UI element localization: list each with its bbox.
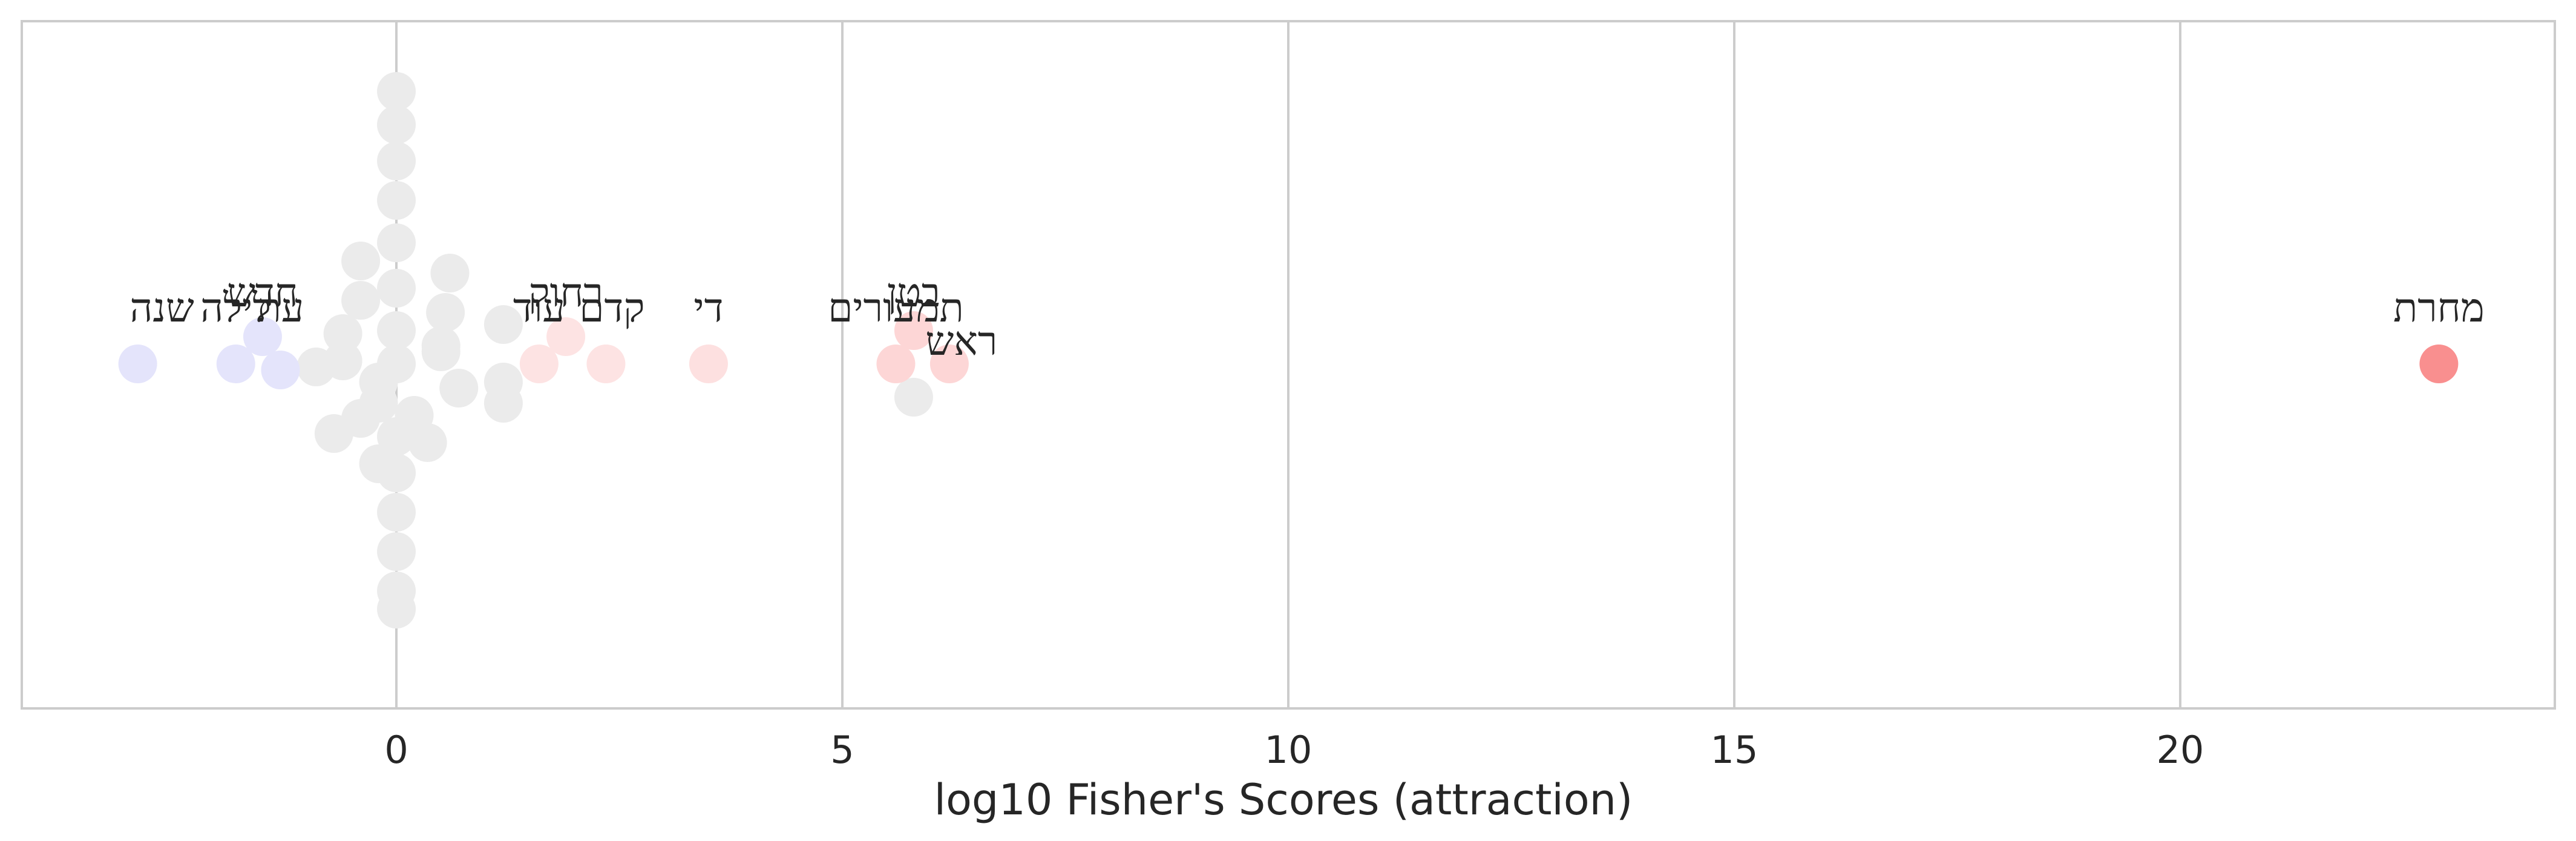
point-label: ראש bbox=[926, 318, 998, 364]
data-point bbox=[377, 493, 416, 532]
data-point bbox=[377, 181, 416, 220]
x-tick-label: 0 bbox=[384, 728, 408, 772]
data-point-7 bbox=[519, 345, 559, 383]
data-point bbox=[377, 590, 416, 628]
data-point-5 bbox=[689, 345, 728, 383]
data-point bbox=[483, 384, 523, 423]
point-label: חדש bbox=[227, 269, 298, 316]
data-point bbox=[377, 105, 416, 144]
data-point bbox=[323, 341, 362, 380]
data-point-1 bbox=[2419, 345, 2459, 383]
point-label: לילה bbox=[200, 285, 271, 331]
data-point bbox=[377, 269, 416, 308]
x-axis-title: log10 Fisher's Scores (attraction) bbox=[934, 775, 1633, 825]
x-tick-label: 5 bbox=[830, 728, 854, 772]
data-point bbox=[426, 293, 465, 332]
data-point bbox=[377, 223, 416, 262]
data-points bbox=[118, 72, 2459, 628]
data-point bbox=[377, 311, 416, 350]
data-point-4 bbox=[929, 345, 969, 383]
point-label: קדם bbox=[579, 285, 644, 331]
data-point-10 bbox=[216, 345, 255, 383]
data-point bbox=[341, 399, 381, 438]
data-point bbox=[430, 254, 470, 292]
x-tick-label: 10 bbox=[1265, 728, 1313, 772]
point-label: בטן bbox=[887, 269, 941, 316]
data-point bbox=[439, 369, 479, 407]
data-point-12 bbox=[118, 345, 157, 383]
data-point bbox=[408, 423, 447, 462]
data-point bbox=[341, 242, 381, 280]
point-label: עת bbox=[257, 285, 304, 331]
point-label: תמעורים bbox=[828, 285, 964, 331]
data-point bbox=[359, 363, 398, 401]
data-point-9 bbox=[243, 317, 282, 356]
data-point bbox=[341, 281, 381, 320]
point-label: רחוק bbox=[528, 269, 603, 316]
data-point bbox=[359, 444, 398, 483]
data-point bbox=[377, 72, 416, 111]
point-label: די bbox=[693, 285, 723, 331]
data-point bbox=[894, 378, 933, 417]
data-point-6 bbox=[546, 317, 586, 356]
data-point-8 bbox=[586, 345, 626, 383]
data-point-2 bbox=[894, 311, 933, 350]
point-label: שנה bbox=[130, 285, 194, 331]
x-tick-label: 15 bbox=[1711, 728, 1758, 772]
data-point bbox=[377, 532, 416, 571]
data-point bbox=[377, 142, 416, 180]
point-label: עוד bbox=[513, 285, 565, 331]
data-point bbox=[421, 326, 460, 365]
data-point-3 bbox=[876, 345, 916, 383]
data-point-11 bbox=[261, 351, 300, 389]
data-point bbox=[323, 314, 362, 353]
data-point bbox=[483, 305, 523, 344]
x-tick-labels: 0 5 10 15 20 bbox=[384, 728, 2204, 772]
x-tick-label: 20 bbox=[2156, 728, 2204, 772]
point-label: מחרת bbox=[2393, 285, 2485, 331]
